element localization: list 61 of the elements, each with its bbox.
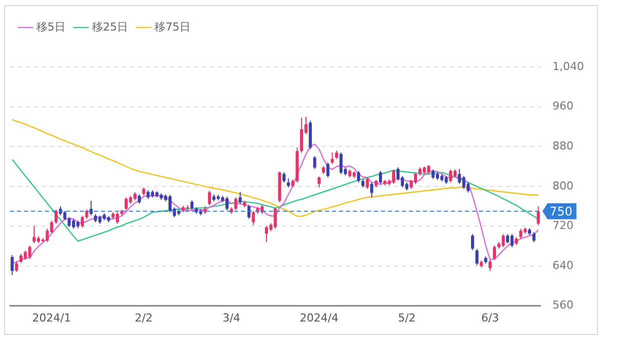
candlestick bbox=[510, 234, 514, 248]
candlestick bbox=[63, 210, 66, 221]
y-tick-label: 800 bbox=[552, 179, 574, 192]
candlestick bbox=[366, 176, 369, 190]
candlestick bbox=[10, 254, 14, 276]
candlestick bbox=[462, 175, 466, 190]
candlestick bbox=[28, 245, 32, 260]
candlestick bbox=[339, 152, 343, 174]
candlestick bbox=[432, 168, 435, 180]
x-tick-label: 2/2 bbox=[134, 311, 153, 324]
candlestick bbox=[282, 172, 286, 183]
candlestick bbox=[370, 182, 374, 198]
candlestick bbox=[326, 162, 330, 178]
candlestick bbox=[300, 117, 304, 154]
y-tick-label: 640 bbox=[552, 258, 574, 272]
candlestick bbox=[238, 191, 242, 204]
x-tick-label: 2024/4 bbox=[300, 311, 338, 324]
legend-label: 移25日 bbox=[92, 20, 128, 34]
candlestick bbox=[116, 212, 119, 224]
candlestick bbox=[80, 215, 84, 228]
candlestick bbox=[506, 234, 510, 244]
candlestick bbox=[234, 196, 238, 211]
candlestick bbox=[488, 260, 492, 272]
candlestick bbox=[54, 209, 58, 224]
x-tick-label: 3/4 bbox=[222, 311, 240, 324]
candlestick bbox=[252, 210, 255, 226]
candlestick bbox=[532, 232, 536, 243]
candlestick bbox=[502, 234, 505, 248]
ref-line-label: 750 bbox=[550, 204, 572, 218]
candlestick bbox=[475, 248, 478, 266]
candlestick bbox=[378, 170, 382, 184]
candlestick bbox=[449, 168, 452, 183]
y-tick-label: 720 bbox=[552, 219, 574, 232]
y-tick-label: 560 bbox=[552, 298, 574, 312]
candlestick bbox=[330, 152, 334, 165]
y-tick-label: 960 bbox=[552, 100, 574, 113]
candlestick bbox=[318, 176, 321, 188]
candlestick bbox=[190, 200, 194, 210]
candlestick bbox=[536, 206, 540, 226]
candlestick bbox=[68, 216, 71, 228]
candlestick bbox=[274, 206, 277, 230]
candlestick bbox=[264, 226, 268, 243]
candlestick bbox=[357, 170, 360, 183]
y-tick-label: 1,040 bbox=[552, 60, 584, 73]
candlestick bbox=[208, 190, 212, 206]
x-tick-label: 5/2 bbox=[398, 311, 416, 324]
legend-label: 移5日 bbox=[36, 20, 66, 34]
candlestick bbox=[519, 228, 522, 240]
candlestick bbox=[15, 260, 18, 272]
candlestick bbox=[471, 234, 474, 251]
candlestick bbox=[225, 196, 229, 211]
candlestick bbox=[124, 196, 128, 211]
y-tick-label: 880 bbox=[552, 139, 574, 152]
candlestick bbox=[138, 194, 141, 204]
legend-label: 移75日 bbox=[154, 20, 190, 34]
x-tick-label: 2024/1 bbox=[32, 311, 72, 324]
x-tick-label: 6/3 bbox=[481, 311, 499, 324]
candlestick bbox=[168, 194, 172, 213]
candlestick bbox=[492, 245, 496, 261]
candlestick bbox=[313, 156, 316, 170]
candlestick bbox=[32, 225, 36, 244]
